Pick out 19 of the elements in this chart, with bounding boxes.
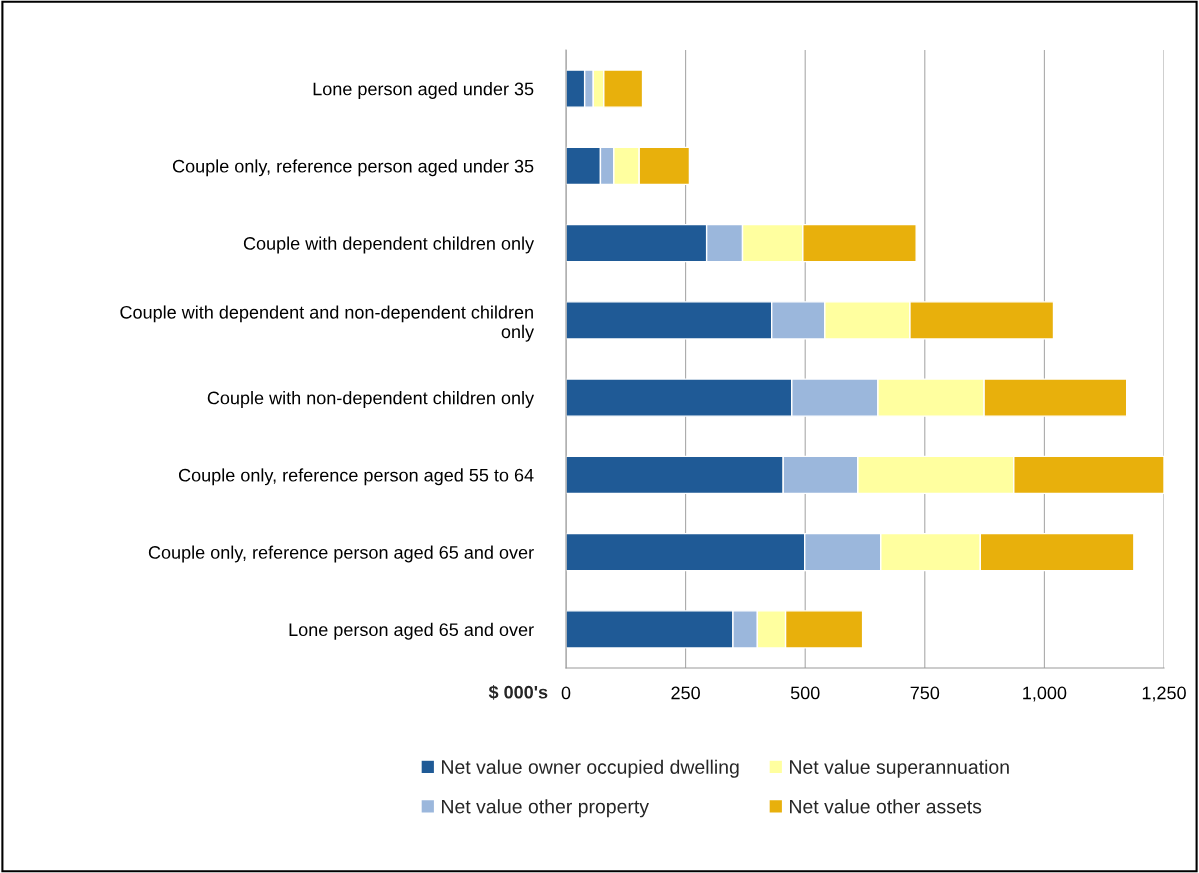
y-tick-label: Lone person aged 65 and over <box>289 622 534 640</box>
y-tick-label: Couple only, reference person aged under 35 <box>172 159 534 177</box>
legend-label: Net value other assets <box>790 799 982 814</box>
y-tick-label: Couple with dependent and non-dependent children only <box>120 305 535 342</box>
x-axis-title: $ 000's <box>488 684 548 700</box>
y-tick-label: Couple only, reference person aged 65 and over <box>148 545 534 563</box>
y-tick-label: Couple only, reference person aged 55 to 64 <box>178 468 534 486</box>
y-tick-label: Couple with non-dependent children only <box>207 391 535 408</box>
x-tick-label: 1,250 <box>1142 686 1186 702</box>
legend-label: Net value owner occupied dwelling <box>442 759 739 778</box>
y-tick-label: Lone person aged under 35 <box>313 82 534 99</box>
x-tick-label: 500 <box>790 686 820 700</box>
legend-label: Net value other property <box>442 799 649 818</box>
y-tick-label: Couple with dependent children only <box>243 236 535 254</box>
x-tick-label: 750 <box>910 686 940 700</box>
x-tick-label: 1,000 <box>1023 686 1067 702</box>
legend-label: Net value superannuation <box>790 759 1009 778</box>
x-tick-label: 0 <box>561 686 571 700</box>
x-tick-label: 250 <box>671 686 700 700</box>
